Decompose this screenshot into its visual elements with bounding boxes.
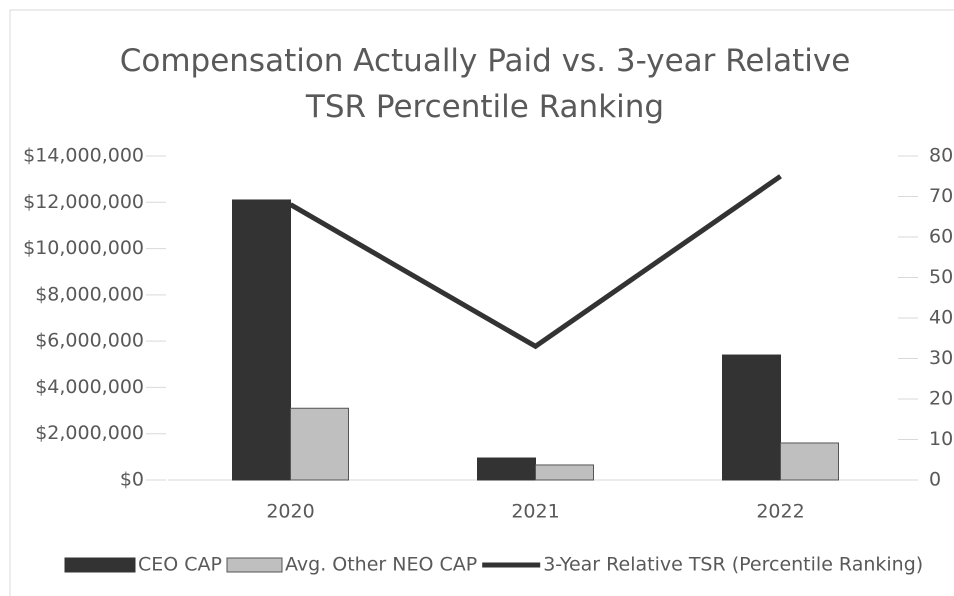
chart-title: Compensation Actually Paid vs. 3-year Re…	[119, 43, 851, 125]
y-tick-label: $0	[120, 469, 144, 491]
legend-label: Avg. Other NEO CAP	[285, 554, 477, 576]
bar	[290, 407, 349, 481]
y-tick-label: $4,000,000	[35, 376, 144, 398]
y2-tick-label: 10	[929, 428, 953, 450]
legend-label: 3-Year Relative TSR (Percentile Ranking)	[543, 554, 923, 576]
y2-tick-label: 50	[929, 266, 953, 288]
legend-swatch	[64, 557, 136, 573]
bar	[780, 442, 839, 481]
bar	[722, 354, 781, 481]
bar	[477, 457, 536, 481]
bar	[535, 464, 594, 481]
x-tick-label: 2020	[266, 501, 314, 523]
line-series	[289, 174, 782, 350]
y2-tick-label: 0	[929, 469, 941, 491]
y-tick-label: $6,000,000	[35, 330, 144, 352]
legend-label: CEO CAP	[138, 554, 222, 576]
y-tick-label: $10,000,000	[23, 237, 144, 259]
x-tick-label: 2021	[511, 501, 559, 523]
y-tick-label: $2,000,000	[35, 422, 144, 444]
bar	[232, 199, 291, 481]
chart-border	[9, 9, 954, 596]
y-tick-label: $8,000,000	[35, 283, 144, 305]
y2-tick-label: 70	[929, 185, 953, 207]
y2-tick-label: 80	[929, 145, 953, 167]
y-tick-label: $14,000,000	[23, 145, 144, 167]
y2-tick-label: 60	[929, 226, 953, 248]
y2-tick-label: 30	[929, 347, 953, 369]
y2-tick-label: 40	[929, 307, 953, 329]
y-tick-label: $12,000,000	[23, 191, 144, 213]
y2-tick-label: 20	[929, 388, 953, 410]
x-tick-label: 2022	[756, 501, 804, 523]
legend-swatch	[226, 557, 283, 573]
